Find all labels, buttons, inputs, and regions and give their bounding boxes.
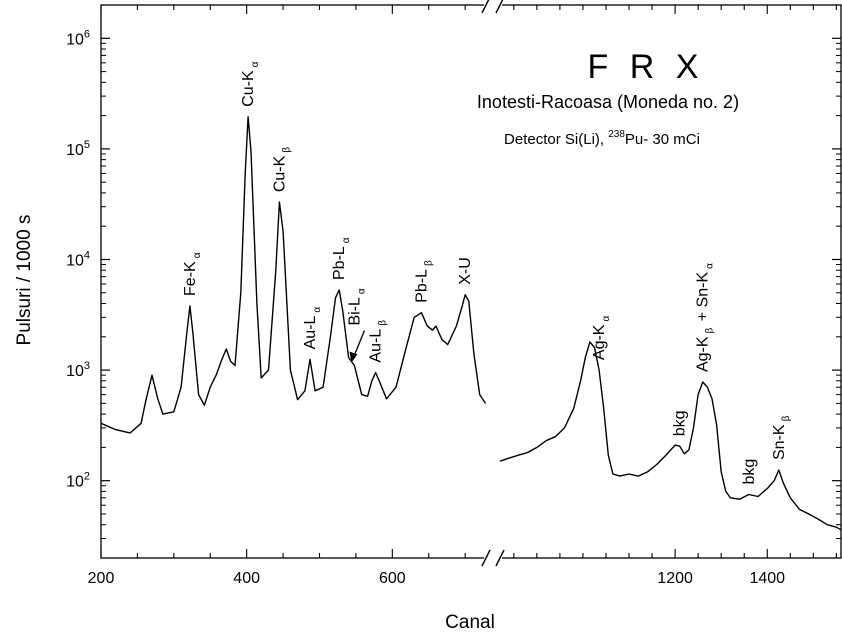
y-tick-exp: 3 <box>84 360 90 372</box>
y-tick-base: 10 <box>66 142 84 159</box>
x-tick-label: 200 <box>88 570 115 587</box>
break-slash <box>481 0 490 14</box>
peak-label-sub: β <box>705 327 716 333</box>
peak-label-text: Cu-K <box>271 155 288 192</box>
break-slash <box>481 549 491 567</box>
peak-label-text: X-U <box>457 257 474 285</box>
peak-label-extra: + Sn-K <box>695 272 712 326</box>
peak-label: Pb-L α <box>331 237 352 280</box>
bi-arrow-shaft <box>352 330 366 358</box>
detector-label: Detector Si(Li), 238Pu- 30 mCi <box>504 129 700 148</box>
peak-label-sub: β <box>781 415 792 421</box>
peak-label-text: Pb-L <box>413 269 430 303</box>
peak-label-sub: β <box>378 320 389 326</box>
chart-title: F R X <box>588 48 705 86</box>
peak-label: Cu-K β <box>271 147 292 192</box>
y-tick-label: 104 <box>66 249 90 269</box>
break-slash <box>495 0 504 14</box>
peak-label-text: bkg <box>741 459 758 485</box>
series-layer <box>100 116 842 531</box>
break-slash <box>495 549 505 567</box>
y-tick-label: 102 <box>66 471 90 491</box>
chart-subtitle: Inotesti-Racoasa (Moneda no. 2) <box>477 92 739 112</box>
y-tick-exp: 6 <box>84 28 90 40</box>
y-tick-base: 10 <box>66 252 84 269</box>
x-tick-label: 1200 <box>657 570 693 587</box>
peak-label: Bi-L α <box>346 288 367 325</box>
peak-label-sub: α <box>250 61 261 67</box>
peak-label-text: Au-L <box>368 329 385 363</box>
peak-label-text: Ag-K <box>695 336 712 372</box>
peak-label-extra-sub: α <box>705 263 716 269</box>
y-tick-exp: 2 <box>84 471 90 483</box>
y-tick-base: 10 <box>66 31 84 48</box>
spectrum-line-segment-0 <box>100 116 487 434</box>
peak-label: Au-L α <box>302 307 323 350</box>
plot-frame <box>100 4 842 559</box>
peak-label-text: Bi-L <box>346 297 363 326</box>
isotope-mass: 238 <box>608 129 625 140</box>
peak-label: Cu-K α <box>240 61 261 106</box>
x-tick-label: 1400 <box>749 570 785 587</box>
peak-label-text: bkg <box>672 410 689 436</box>
peak-label: Fe-K α <box>182 252 203 296</box>
peak-label: X-U <box>457 257 474 285</box>
x-axis-title: Canal <box>445 612 495 633</box>
axis-break <box>481 0 505 567</box>
peak-label-text: Ag-K <box>591 324 608 360</box>
peak-label: bkg <box>672 410 689 436</box>
peak-label-sub: β <box>423 260 434 266</box>
peak-label-sub: α <box>341 237 352 243</box>
y-tick-label: 106 <box>66 28 90 48</box>
peak-label: Sn-K β <box>771 415 792 460</box>
bi-arrow-head <box>349 351 358 363</box>
peak-label-sub: α <box>312 307 323 313</box>
y-axis-title: Pulsuri / 1000 s <box>14 215 35 346</box>
peak-label-text: Sn-K <box>771 424 788 460</box>
peak-label-text: Au-L <box>302 315 319 349</box>
peak-label-sub: α <box>601 316 612 322</box>
isotope-name: Pu- 30 mCi <box>625 131 700 148</box>
spectrum-line-segment-1 <box>499 341 842 531</box>
peak-label: Ag-K β + Sn-K α <box>695 263 716 372</box>
peak-label-text: Fe-K <box>182 261 199 296</box>
x-tick-label: 400 <box>233 570 260 587</box>
y-tick-exp: 5 <box>84 139 90 151</box>
peak-label-sub: α <box>192 252 203 258</box>
y-tick-label: 103 <box>66 360 90 380</box>
y-tick-exp: 4 <box>84 249 90 261</box>
peak-labels-layer: Fe-K α Cu-K α Cu-K β Au-L α Pb-L α Bi-L α Au-L β Pb-L β… <box>182 61 792 484</box>
peak-label-text: Pb-L <box>331 246 348 280</box>
y-tick-base: 10 <box>66 363 84 380</box>
peak-label: Pb-L β <box>413 260 434 303</box>
peak-label: Ag-K α <box>591 316 612 361</box>
peak-label-sub: α <box>356 288 367 294</box>
y-tick-base: 10 <box>66 474 84 491</box>
peak-label: Au-L β <box>368 320 389 363</box>
detector-prefix: Detector Si(Li), <box>504 131 608 148</box>
peak-label: bkg <box>741 459 758 485</box>
break-gap <box>484 555 502 561</box>
peak-label-sub: β <box>281 147 292 153</box>
break-gap <box>484 2 502 8</box>
y-tick-label: 105 <box>66 139 90 159</box>
x-tick-label: 600 <box>379 570 406 587</box>
peak-label-text: Cu-K <box>240 70 257 107</box>
